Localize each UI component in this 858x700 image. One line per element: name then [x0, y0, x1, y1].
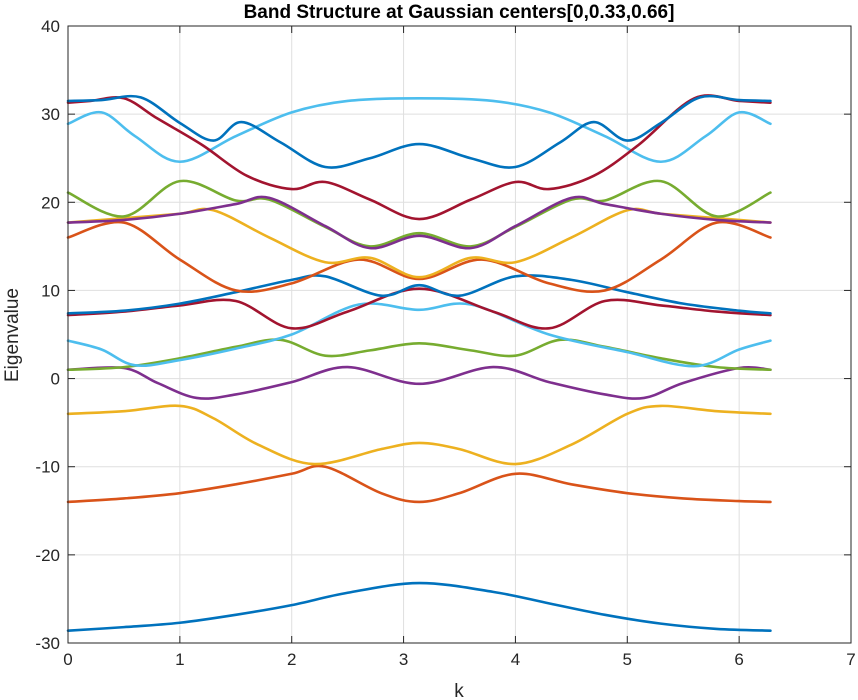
plot-area: [68, 26, 851, 643]
x-tick-label: 3: [399, 650, 408, 669]
x-tick-label: 2: [287, 650, 296, 669]
y-tick-label: -10: [35, 458, 60, 477]
x-tick-label: 1: [175, 650, 184, 669]
ticks: 0 1 2 3 4 5 6 7 -30 -20 -10 0 10 20 30 40: [35, 17, 855, 669]
x-tick-label: 4: [511, 650, 520, 669]
band-line-2: [66, 464, 772, 504]
band-line-3: [66, 404, 772, 466]
y-tick-label: 30: [41, 105, 60, 124]
x-tick-label: 7: [846, 650, 855, 669]
y-tick-label: 20: [41, 193, 60, 212]
x-tick-label: 5: [623, 650, 632, 669]
chart-title: Band Structure at Gaussian centers[0,0.3…: [244, 2, 675, 23]
y-tick-label: -20: [35, 546, 60, 565]
y-tick-label: 0: [51, 370, 60, 389]
band-line-11: [66, 179, 772, 248]
y-axis-label: Eigenvalue: [2, 288, 23, 382]
x-tick-label: 0: [63, 650, 72, 669]
x-axis-label: k: [454, 681, 464, 700]
bands: [66, 94, 772, 632]
y-tick-label: 10: [41, 281, 60, 300]
band-line-8: [66, 274, 772, 315]
band-line-9: [66, 220, 772, 294]
band-line-12: [66, 195, 772, 250]
band-line-1: [66, 581, 772, 632]
x-tick-label: 6: [734, 650, 743, 669]
band-line-6: [66, 302, 772, 368]
band-line-13: [66, 96, 772, 164]
band-line-4: [66, 365, 772, 400]
band-line-14: [66, 94, 772, 221]
band-line-7: [66, 287, 772, 330]
y-tick-label: 40: [41, 17, 60, 36]
axes-box: [67, 25, 852, 644]
band-line-15: [66, 94, 772, 169]
y-tick-label: -30: [35, 634, 60, 653]
